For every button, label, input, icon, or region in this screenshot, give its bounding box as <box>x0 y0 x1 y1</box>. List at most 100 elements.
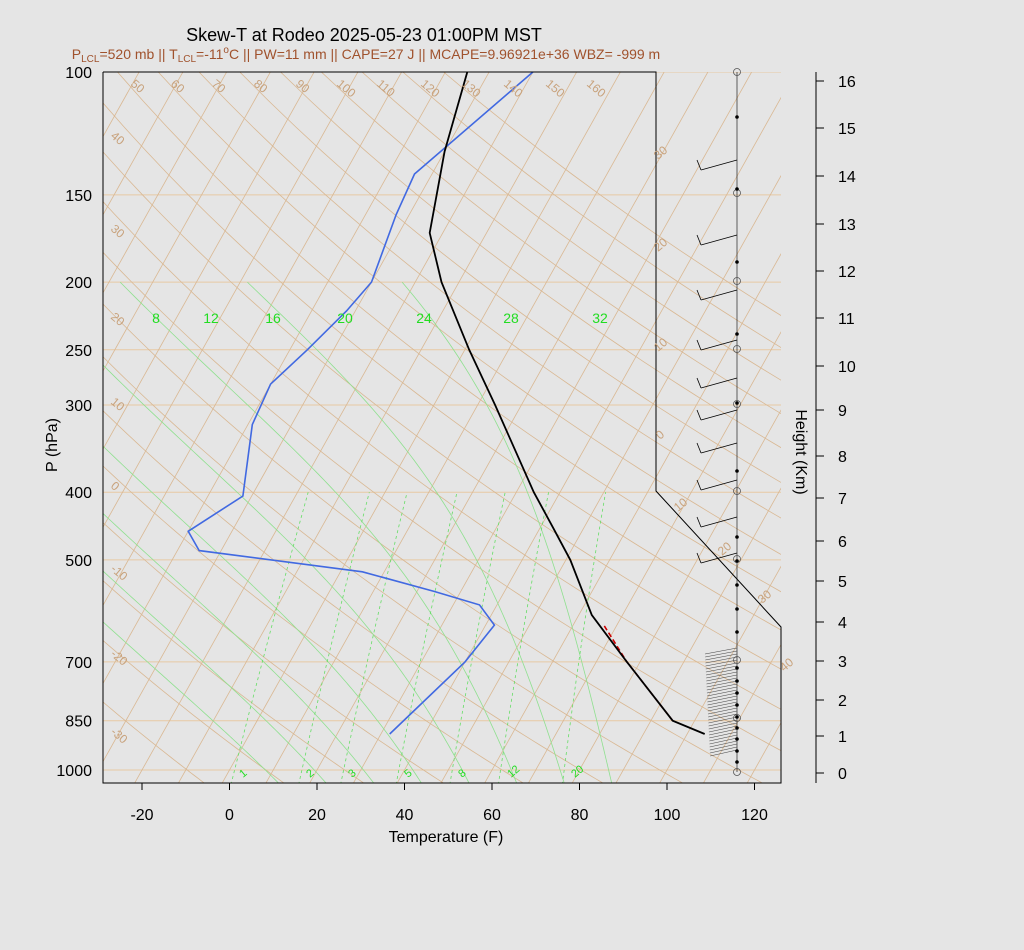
wind-barb <box>700 159 738 171</box>
isotherm-line <box>703 643 781 783</box>
height-tick-label: 2 <box>838 693 847 710</box>
wind-barb <box>708 716 738 724</box>
dry-adiabat-line <box>103 701 205 783</box>
wind-barb-flag <box>696 339 702 351</box>
isotherm-label: 70 <box>209 77 228 97</box>
mixing-ratio-label: 8 <box>152 310 160 326</box>
level-dot <box>735 760 739 764</box>
wind-barb <box>700 552 738 564</box>
level-dot <box>735 115 739 119</box>
adiabat-label: 0 <box>653 427 667 442</box>
chart-title: Skew-T at Rodeo 2025-05-23 01:00PM MST <box>186 25 542 45</box>
wind-barb <box>709 746 738 754</box>
pressure-tick-label: 500 <box>65 553 92 570</box>
wind-barb <box>707 689 738 697</box>
height-tick-label: 6 <box>838 534 847 551</box>
level-dot <box>735 260 739 264</box>
level-dot <box>735 749 739 753</box>
isotherm-line <box>103 72 315 450</box>
pressure-tick-label: 1000 <box>56 763 92 780</box>
mixing-ratio-label: 20 <box>569 763 586 780</box>
isotherm-label: -10 <box>108 562 131 584</box>
level-dot <box>735 703 739 707</box>
mixing-ratio-line <box>498 492 549 783</box>
wind-barb <box>707 695 738 703</box>
dry-adiabat-line <box>116 72 781 593</box>
mixing-ratio-line <box>395 492 458 783</box>
isotherm-line <box>528 331 781 783</box>
level-marker <box>733 487 741 495</box>
isotherm-line <box>265 72 665 783</box>
wind-barb <box>706 680 738 688</box>
level-marker <box>733 68 741 76</box>
wind-barb-flag <box>696 377 702 389</box>
adiabat-label: 20 <box>651 235 670 255</box>
isotherm-line <box>834 40 1024 785</box>
height-tick-label: 13 <box>838 217 856 234</box>
wind-barb-flag <box>696 442 702 454</box>
isotherm-label: 80 <box>251 77 270 97</box>
y2-axis-title: Height (Km) <box>792 409 809 494</box>
mixing-ratio-line <box>562 492 606 783</box>
wind-barb <box>705 659 738 667</box>
wind-barb-column <box>696 68 741 776</box>
level-dot <box>735 332 739 336</box>
wind-barb <box>709 734 738 742</box>
temperature-line <box>428 72 706 735</box>
wind-barb-flag <box>696 159 702 171</box>
x-tick-label: 100 <box>654 807 681 824</box>
wind-barb-flag <box>696 552 702 564</box>
isotherm-line <box>103 72 184 216</box>
moist-adiabat-line <box>103 621 280 783</box>
wind-barb <box>700 339 738 351</box>
x-axis-title: Temperature (F) <box>389 829 504 846</box>
pressure-tick-label: 250 <box>65 343 92 360</box>
wind-barb <box>709 737 738 745</box>
level-marker <box>733 400 741 408</box>
dry-adiabat-line <box>198 72 781 519</box>
mixing-ratio-label: 5 <box>402 767 414 780</box>
x-tick-label: 60 <box>483 807 501 824</box>
pressure-tick-label: 300 <box>65 398 92 415</box>
isotherm-line <box>103 72 490 763</box>
wind-barb <box>709 731 738 739</box>
dry-adiabat-line <box>103 580 365 783</box>
plcl-sub: LCL <box>81 54 100 65</box>
mixing-ratio-line <box>230 492 309 783</box>
isotherm-line <box>659 565 781 783</box>
wind-barb <box>705 662 738 670</box>
dry-adiabat-line <box>361 72 781 381</box>
isotherm-label: -20 <box>108 647 131 669</box>
isotherm-label: 120 <box>418 77 443 101</box>
wind-barb <box>707 707 738 715</box>
isotherm-label: 100 <box>334 77 359 101</box>
wind-barb <box>708 725 738 733</box>
isotherm-line <box>353 72 753 783</box>
wind-barb <box>707 701 738 709</box>
isotherm-line <box>0 40 26 785</box>
isotherm-line <box>221 72 621 783</box>
mixing-ratio-line <box>449 492 506 783</box>
pressure-tick-label: 100 <box>65 65 92 82</box>
isotherm-line <box>790 40 1024 785</box>
height-tick-label: 16 <box>838 74 856 91</box>
level-marker <box>733 768 741 776</box>
wind-barb-flag <box>696 289 702 301</box>
wind-barb <box>705 668 738 676</box>
x-tick-label: 20 <box>308 807 326 824</box>
wind-barb <box>709 743 738 751</box>
height-tick-label: 10 <box>838 359 856 376</box>
level-dot <box>735 715 739 719</box>
plot-frame <box>102 71 782 784</box>
x-tick-label: 40 <box>396 807 414 824</box>
isotherm-line <box>103 72 446 685</box>
mixing-ratio-label: 12 <box>505 763 522 780</box>
isotherm-line <box>0 40 70 785</box>
wind-barb <box>700 442 738 454</box>
moist-adiabat-line <box>103 570 327 783</box>
adiabat-label: 10 <box>671 495 690 515</box>
isotherm-line <box>103 72 359 528</box>
profile-layer <box>187 72 706 735</box>
